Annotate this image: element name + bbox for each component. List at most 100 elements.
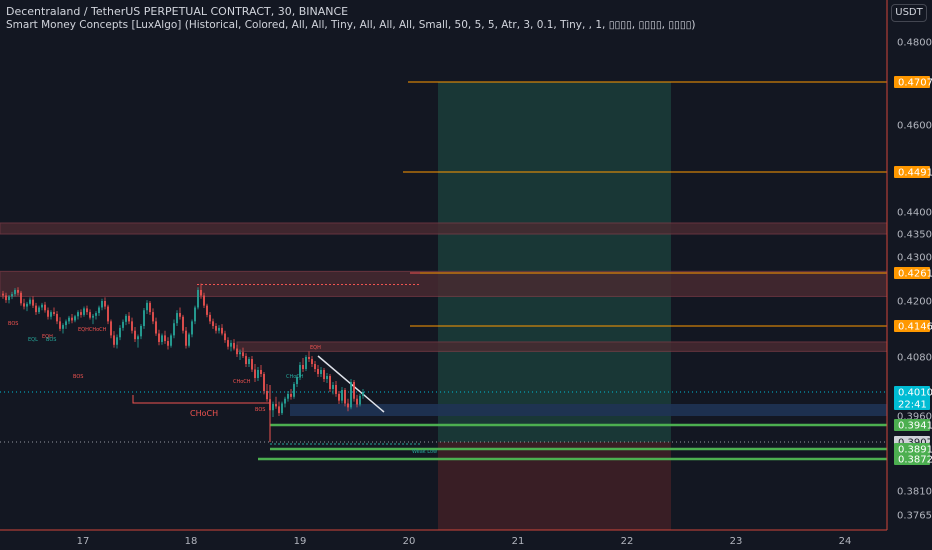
candle-body [47, 310, 49, 317]
candle-body [341, 390, 343, 401]
candle-body [8, 296, 10, 301]
candle-body [227, 340, 229, 347]
candle-body [23, 303, 25, 307]
candle-body [101, 301, 103, 308]
candle-body [320, 370, 322, 374]
candle-body [155, 321, 157, 334]
candle-body [299, 365, 301, 377]
price-label-tag: 0.4707 [894, 76, 932, 89]
candle-body [284, 398, 286, 404]
candle-body [362, 392, 364, 396]
candle-body [242, 352, 244, 357]
time-tick-label: 17 [77, 536, 90, 547]
candle-body [353, 382, 355, 399]
price-label-bg [894, 76, 930, 88]
candle-body [236, 348, 238, 355]
price-tick-label: 0.4350 [897, 230, 932, 241]
candle-body [215, 326, 217, 331]
candle-body [326, 376, 328, 379]
price-tick-label: 0.3960 [897, 412, 932, 423]
candle-body [65, 321, 67, 326]
currency-button[interactable]: USDT [891, 4, 927, 22]
candle-body [347, 403, 349, 408]
candle-body [161, 335, 163, 342]
price-label-countdown: 22:41 [898, 400, 927, 411]
candle-body [266, 391, 268, 400]
price-tick-label: 0.3810 [897, 487, 932, 498]
candle-body [158, 333, 160, 342]
candle-body [32, 299, 34, 306]
price-tick-label: 0.4300 [897, 253, 932, 264]
candle-body [71, 317, 73, 321]
price-label-text: 0.3891 [898, 445, 932, 456]
price-tick-label: 0.4400 [897, 208, 932, 219]
candle-body [200, 289, 202, 296]
target-zone [438, 82, 671, 442]
candle-body [14, 289, 16, 295]
candle-body [128, 315, 130, 322]
annotation-label: CHoCH [286, 374, 304, 380]
candle-body [269, 399, 271, 411]
candle-body [302, 365, 304, 369]
price-label-text: 0.4707 [898, 78, 932, 89]
candle-body [293, 384, 295, 397]
candle-body [245, 356, 247, 364]
candle-body [290, 393, 292, 397]
price-label-text: 0.4010 [898, 388, 932, 399]
price-label-tag: 0.3941 [894, 419, 932, 432]
candle-body [185, 330, 187, 346]
candle-body [56, 313, 58, 322]
annotation-label: EQH [310, 345, 321, 351]
annotation-label: BOS [255, 407, 265, 413]
candle-body [233, 342, 235, 349]
candle-body [44, 304, 46, 311]
candle-body [287, 393, 289, 399]
candle-body [2, 293, 4, 296]
candle-body [311, 359, 313, 364]
candle-body [77, 312, 79, 317]
candle-body [209, 314, 211, 322]
candle-body [125, 315, 127, 322]
price-label-tag: 0.3891 [894, 443, 932, 456]
choch-line [132, 385, 271, 404]
annotation-label: EQL [28, 337, 38, 343]
candle-body [197, 289, 199, 308]
candle-body [332, 385, 334, 389]
candles-layer [2, 283, 364, 419]
candle-body [131, 321, 133, 331]
candle-body [260, 370, 262, 374]
indicator-legend[interactable]: Smart Money Concepts [LuxAlgo] (Historic… [6, 19, 696, 31]
candle-body [275, 404, 277, 407]
candle-body [62, 325, 64, 329]
chart-title: Decentraland / TetherUS PERPETUAL CONTRA… [6, 5, 349, 18]
candle-body [5, 295, 7, 301]
candle-body [107, 306, 109, 322]
price-label-text: 0.4146 [898, 322, 932, 333]
candle-body [95, 313, 97, 316]
candle-body [173, 323, 175, 336]
candle-body [338, 393, 340, 401]
price-tick-label: 0.4080 [897, 353, 932, 364]
time-tick-label: 18 [185, 536, 198, 547]
candle-body [257, 370, 259, 378]
annotation-label: CHoCH [233, 379, 251, 385]
candle-body [350, 382, 352, 408]
candle-body [83, 308, 85, 315]
demand-zone [290, 404, 887, 416]
candle-body [296, 377, 298, 384]
candle-body [278, 406, 280, 414]
zones-layer [0, 82, 888, 530]
candle-body [344, 390, 346, 404]
candle-body [206, 305, 208, 315]
price-label-bg [894, 166, 930, 178]
annotation-label: BOS [8, 321, 18, 327]
time-tick-label: 19 [294, 536, 307, 547]
lines-layer [0, 81, 887, 461]
annotation-label: EQHCHoCH [78, 327, 107, 333]
price-label-tag: 0.3872 [894, 453, 932, 466]
candle-body [41, 304, 43, 308]
candle-body [17, 289, 19, 293]
candle-body [251, 359, 253, 370]
